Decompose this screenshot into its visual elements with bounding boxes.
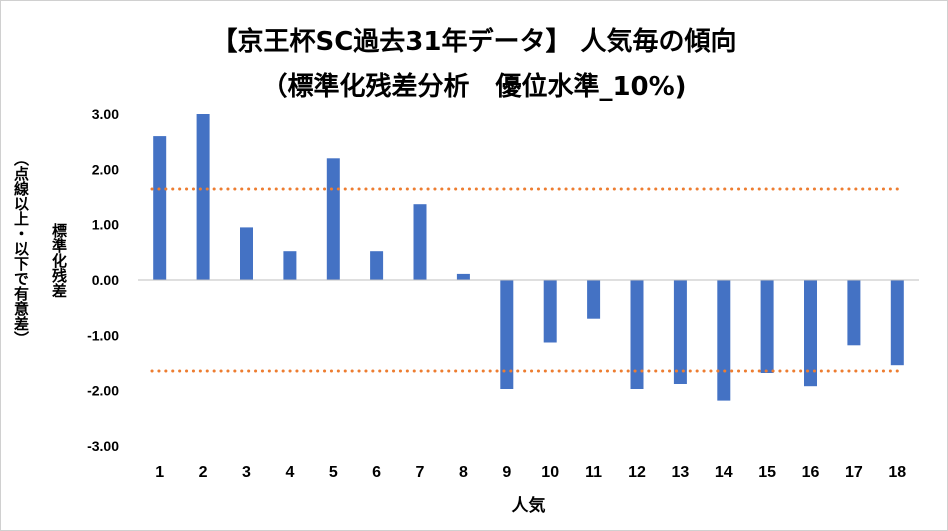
x-tick-label: 4 [285, 464, 294, 481]
x-axis-label: 人気 [512, 495, 546, 516]
y-tick-label: 3.00 [92, 106, 119, 122]
bar-6 [370, 251, 384, 280]
y-tick-labels: 3.00 2.00 1.00 0.00 -1.00 -2.00 -3.00 [87, 106, 119, 454]
x-tick-label: 3 [242, 464, 251, 481]
y-axis-label: 標準化残差 [50, 223, 68, 298]
x-tick-label: 15 [758, 464, 776, 481]
bar-14 [717, 280, 731, 401]
x-tick-label: 1 [155, 464, 164, 481]
bar-13 [673, 280, 687, 384]
chart-title: 【京王杯SC過去31年データ】 人気毎の傾向 [211, 27, 737, 57]
x-tick-label: 11 [585, 464, 602, 481]
x-tick-label: 12 [628, 464, 646, 481]
bar-15 [760, 280, 774, 373]
bar-11 [587, 280, 601, 319]
y-tick-label: -2.00 [87, 383, 119, 399]
y-tick-label: -1.00 [87, 327, 119, 343]
bar-17 [847, 280, 861, 346]
bar-group [153, 114, 904, 401]
x-tick-label: 16 [802, 464, 820, 481]
x-tick-label: 5 [329, 464, 338, 481]
bar-10 [543, 280, 557, 343]
x-tick-label: 7 [416, 464, 425, 481]
bar-5 [326, 158, 340, 280]
x-tick-labels: 1 2 3 4 5 6 7 8 9 10 11 12 13 14 15 16 17 18 [155, 464, 906, 481]
x-tick-label: 9 [502, 464, 511, 481]
bar-3 [240, 227, 253, 280]
bar-12 [630, 280, 644, 389]
bar-8 [456, 273, 470, 280]
y-tick-label: 0.00 [92, 272, 119, 288]
x-tick-label: 2 [199, 464, 208, 481]
x-tick-label: 13 [672, 464, 690, 481]
bar-7 [413, 204, 427, 280]
bar-1 [153, 136, 167, 280]
y-tick-label: 1.00 [92, 217, 119, 233]
x-tick-label: 6 [372, 464, 381, 481]
bar-18 [890, 280, 904, 366]
y-axis-label-note: （点線以上・以下で有意差） [12, 151, 30, 346]
x-tick-label: 10 [541, 464, 559, 481]
x-tick-label: 17 [845, 464, 863, 481]
y-tick-label: 2.00 [92, 161, 119, 177]
x-tick-label: 8 [459, 464, 468, 481]
bar-4 [283, 251, 297, 280]
y-tick-label: -3.00 [87, 438, 119, 454]
x-tick-label: 18 [888, 464, 906, 481]
bar-2 [196, 114, 210, 280]
chart-subtitle: （標準化残差分析 優位水準_10%) [261, 72, 687, 102]
x-tick-label: 14 [715, 464, 733, 481]
bar-16 [804, 280, 817, 387]
bar-9 [500, 280, 514, 389]
